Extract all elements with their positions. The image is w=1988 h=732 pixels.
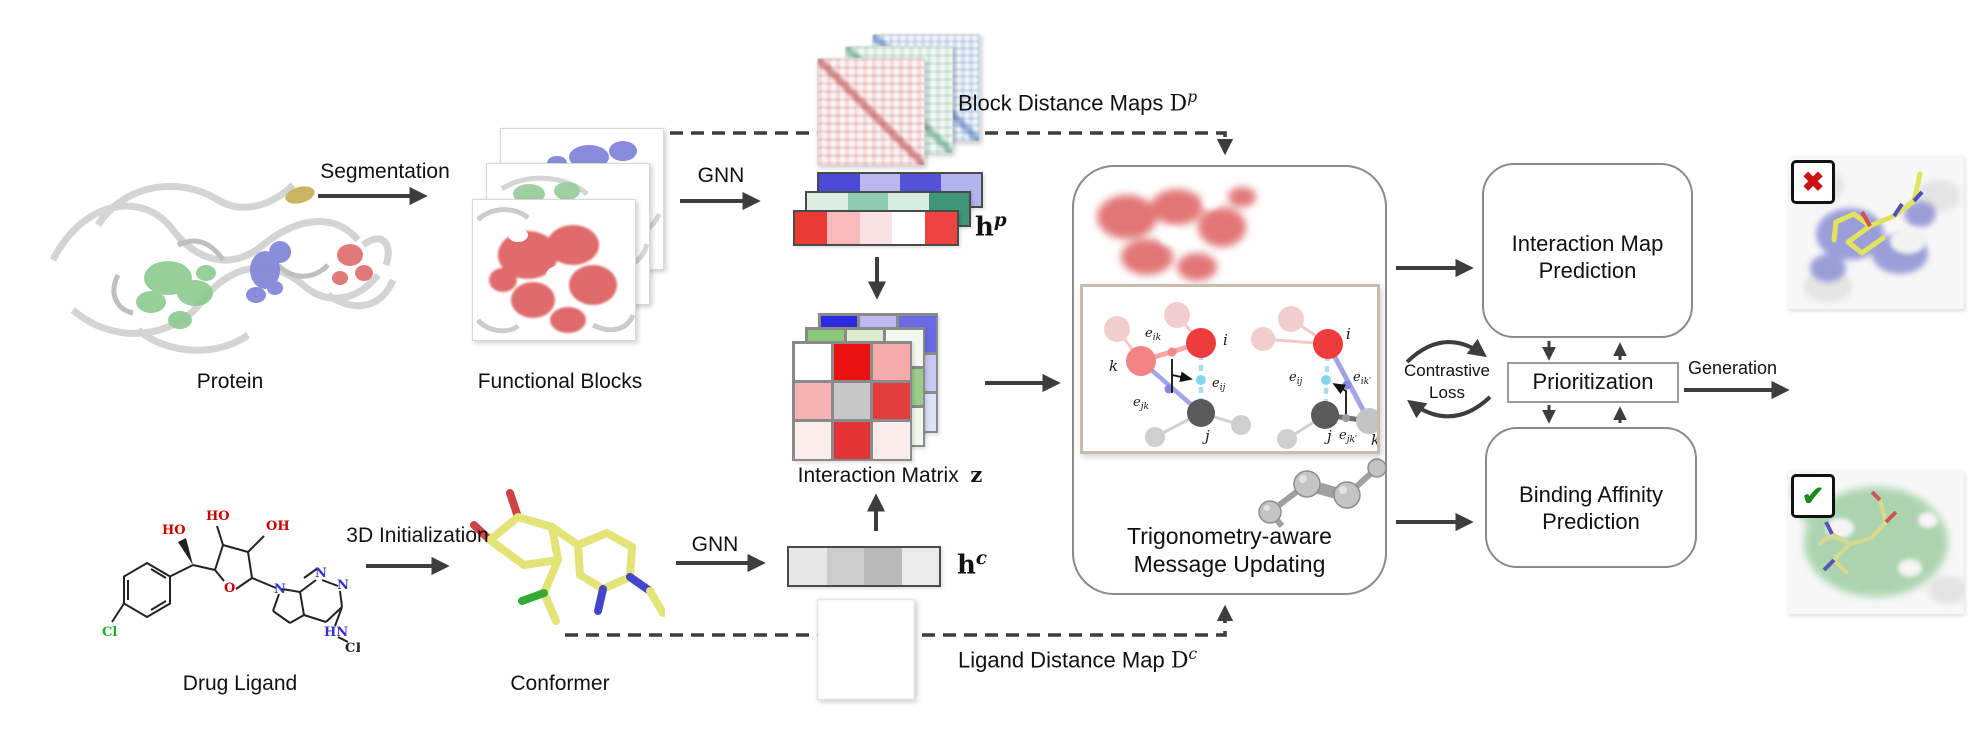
interaction-map-label-line2: Prediction bbox=[1538, 258, 1637, 283]
node-k bbox=[1126, 346, 1156, 376]
protein-green-block bbox=[136, 261, 216, 329]
node-j-right bbox=[1311, 401, 1339, 429]
functional-blocks-label: Functional Blocks bbox=[477, 370, 643, 393]
ligand-distance-map bbox=[817, 599, 915, 700]
hp-symbol: hp bbox=[975, 210, 1007, 243]
ligand-n3-label: N bbox=[337, 578, 349, 593]
drug-ligand-structure-image: Cl HO HO OH O N N N HN CH₃ bbox=[102, 509, 360, 656]
node-label-j-right: j bbox=[1324, 427, 1332, 445]
ligand-hn-label: HN bbox=[324, 625, 348, 640]
protein-structure-image bbox=[49, 182, 397, 354]
drug-ligand-label: Drug Ligand bbox=[182, 672, 298, 695]
ligand-n1-label: N bbox=[274, 582, 286, 597]
contrastive-loss-label-line1: Contrastive bbox=[1404, 361, 1490, 380]
ligand-map-dashed-line bbox=[565, 604, 1234, 637]
block-distance-maps-label: Block Distance Maps Dp bbox=[958, 88, 1198, 117]
trig-red-surface-image bbox=[1097, 187, 1256, 281]
binding-affinity-prediction-box bbox=[1485, 427, 1697, 568]
interaction-matrix-red-layer bbox=[792, 341, 912, 461]
contrastive-arc-top bbox=[1405, 338, 1487, 364]
trig-box-label-line2: Message Updating bbox=[1133, 551, 1326, 577]
trig-gray-molecule-image bbox=[1258, 458, 1387, 528]
binding-affinity-label-line1: Binding Affinity bbox=[1519, 482, 1663, 507]
protein-yellow-block bbox=[285, 186, 315, 204]
protein-label: Protein bbox=[196, 370, 264, 393]
interaction-map-label-line1: Interaction Map bbox=[1511, 231, 1664, 256]
edge-label-eij-right: eij bbox=[1289, 370, 1303, 387]
node-label-k-prime: k′ bbox=[1371, 431, 1377, 449]
generation-label: Generation bbox=[1687, 358, 1778, 378]
result-pose-accepted: ✔ bbox=[1788, 470, 1964, 614]
ligand-n2-label: N bbox=[315, 566, 327, 581]
node-i-left bbox=[1186, 328, 1216, 358]
edge-label-ejk: ejk bbox=[1133, 395, 1149, 412]
edge-label-eij-left: eij bbox=[1212, 376, 1226, 393]
functional-block-front bbox=[472, 199, 636, 341]
ligand-oh-label: OH bbox=[266, 519, 290, 534]
trig-graph-panel: eik k i eij ejk j i eij bbox=[1080, 284, 1380, 454]
ligand-ho1-label: HO bbox=[162, 523, 186, 538]
reject-mark-top: ✖ bbox=[1791, 160, 1835, 204]
ligand-ch3-label: CH₃ bbox=[345, 641, 360, 656]
node-label-j-left: j bbox=[1202, 427, 1210, 445]
edge-label-ejkp: ejk′ bbox=[1339, 428, 1357, 445]
protein-blue-block bbox=[246, 241, 291, 303]
interaction-map-prediction-box bbox=[1482, 163, 1693, 338]
trig-message-updating-box bbox=[1072, 165, 1387, 595]
ligand-o-label: O bbox=[224, 581, 235, 596]
gnn-top-label: GNN bbox=[697, 164, 745, 187]
hc-feature-row bbox=[787, 546, 941, 587]
node-label-i-left: i bbox=[1223, 331, 1228, 349]
conformer-label: Conformer bbox=[510, 672, 610, 695]
contrastive-loss-label-line2: Loss bbox=[1429, 383, 1465, 402]
protein-red-block bbox=[332, 244, 373, 285]
edge-label-eik: eik bbox=[1145, 326, 1161, 343]
prioritization-label: Prioritization bbox=[1532, 369, 1654, 395]
binding-affinity-label-line2: Prediction bbox=[1542, 509, 1640, 534]
contrastive-arc-bottom bbox=[1407, 395, 1492, 419]
block-maps-dashed-line bbox=[565, 131, 1234, 156]
accept-mark: ✔ bbox=[1791, 474, 1835, 518]
block-distance-map-red bbox=[817, 58, 925, 166]
node-label-i-right: i bbox=[1346, 325, 1351, 343]
ligand-cl-label: Cl bbox=[102, 625, 117, 640]
conformer-structure-image bbox=[470, 489, 665, 625]
trig-box-label-line1: Trigonometry-aware bbox=[1127, 523, 1332, 549]
edge-label-eikp: eik′ bbox=[1353, 370, 1371, 387]
node-k-prime bbox=[1356, 408, 1377, 434]
prioritization-box: Prioritization bbox=[1507, 362, 1679, 403]
hc-symbol: hc bbox=[957, 548, 987, 581]
result-pose-rejected-top: ✖ bbox=[1788, 156, 1964, 309]
hp-feature-row-red bbox=[793, 210, 959, 246]
node-i-right bbox=[1313, 329, 1343, 359]
segmentation-label: Segmentation bbox=[320, 160, 450, 183]
ligand-distance-map-label: Ligand Distance Map Dc bbox=[958, 645, 1198, 674]
interaction-matrix-label: Interaction Matrix z bbox=[797, 462, 983, 487]
node-j-left bbox=[1187, 399, 1215, 427]
node-label-k: k bbox=[1109, 357, 1118, 375]
gnn-bottom-label: GNN bbox=[691, 533, 739, 556]
ligand-ho2-label: HO bbox=[206, 509, 230, 524]
init3d-label: 3D Initialization bbox=[346, 524, 489, 547]
